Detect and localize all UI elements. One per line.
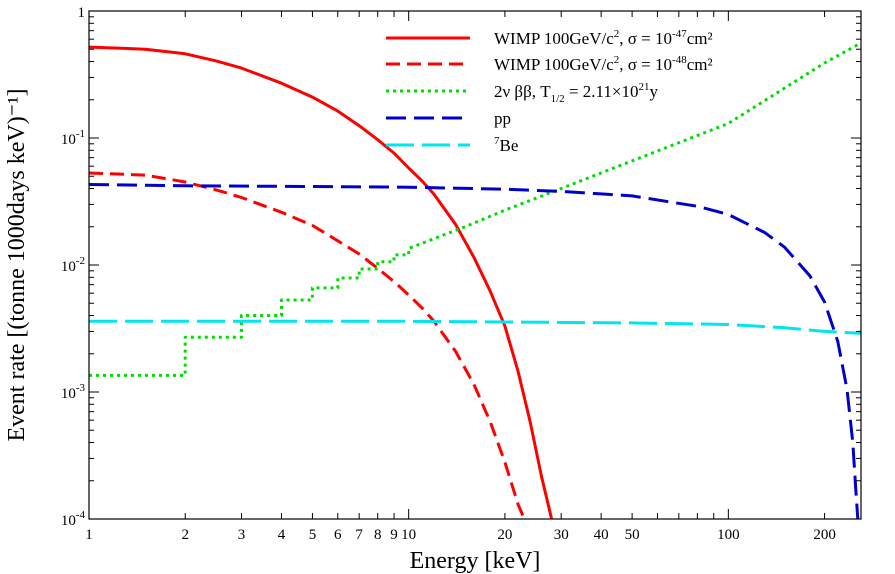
- legend-label-wimp-48: WIMP 100GeV/c2, σ = 10-48cm²: [494, 54, 713, 74]
- x-tick-label: 8: [374, 527, 382, 543]
- x-tick-label: 20: [497, 527, 512, 543]
- series-line-1: [89, 171, 526, 519]
- series-line-4: [89, 319, 861, 335]
- x-tick-label: 5: [309, 527, 317, 543]
- legend-label-pp: pp: [494, 109, 511, 128]
- x-tick-label: 6: [334, 527, 342, 543]
- y-tick-label: 1: [78, 5, 86, 21]
- x-tick-label: 4: [278, 527, 286, 543]
- x-tick-label: 30: [554, 527, 569, 543]
- x-tick-label: 7: [355, 527, 363, 543]
- y-tick-label: 10-1: [61, 128, 85, 148]
- x-tick-label: 50: [625, 527, 640, 543]
- x-axis-title: Energy [keV]: [410, 548, 541, 574]
- x-tick-label: 1: [85, 527, 93, 543]
- ticks-layer: [88, 10, 861, 520]
- x-tick-label: 100: [717, 527, 740, 543]
- series-line-0: [89, 45, 554, 519]
- x-tick-label: 200: [813, 527, 836, 543]
- y-tick-label: 10-2: [61, 255, 85, 275]
- y-axis-title: Event rate [(tonne 1000days keV)⁻¹]: [4, 88, 30, 441]
- legend-label-2nubb: 2ν ββ, T1/2 = 2.11×1021y: [494, 81, 658, 105]
- x-tick-label: 10: [401, 527, 416, 543]
- series-layer: [89, 41, 861, 519]
- legend-label-wimp-47: WIMP 100GeV/c2, σ = 10-47cm²: [494, 28, 713, 48]
- x-tick-label: 9: [390, 527, 398, 543]
- y-tick-labels: 1 10-1 10-2 10-3 10-4: [61, 5, 86, 529]
- x-tick-label: 3: [238, 527, 246, 543]
- legend: WIMP 100GeV/c2, σ = 10-47cm² WIMP 100GeV…: [386, 28, 713, 155]
- x-tick-label: 40: [594, 527, 609, 543]
- y-tick-label: 10-3: [61, 382, 86, 402]
- y-tick-label: 10-4: [61, 509, 86, 529]
- x-tick-label: 2: [181, 527, 189, 543]
- series-line-3: [89, 183, 860, 519]
- x-tick-labels: 1 2 3 4 5 6 7 8 9 10 20 30 40 50 100 200: [85, 527, 836, 543]
- legend-label-be7: 7Be: [494, 135, 518, 155]
- series-line-2: [89, 41, 861, 377]
